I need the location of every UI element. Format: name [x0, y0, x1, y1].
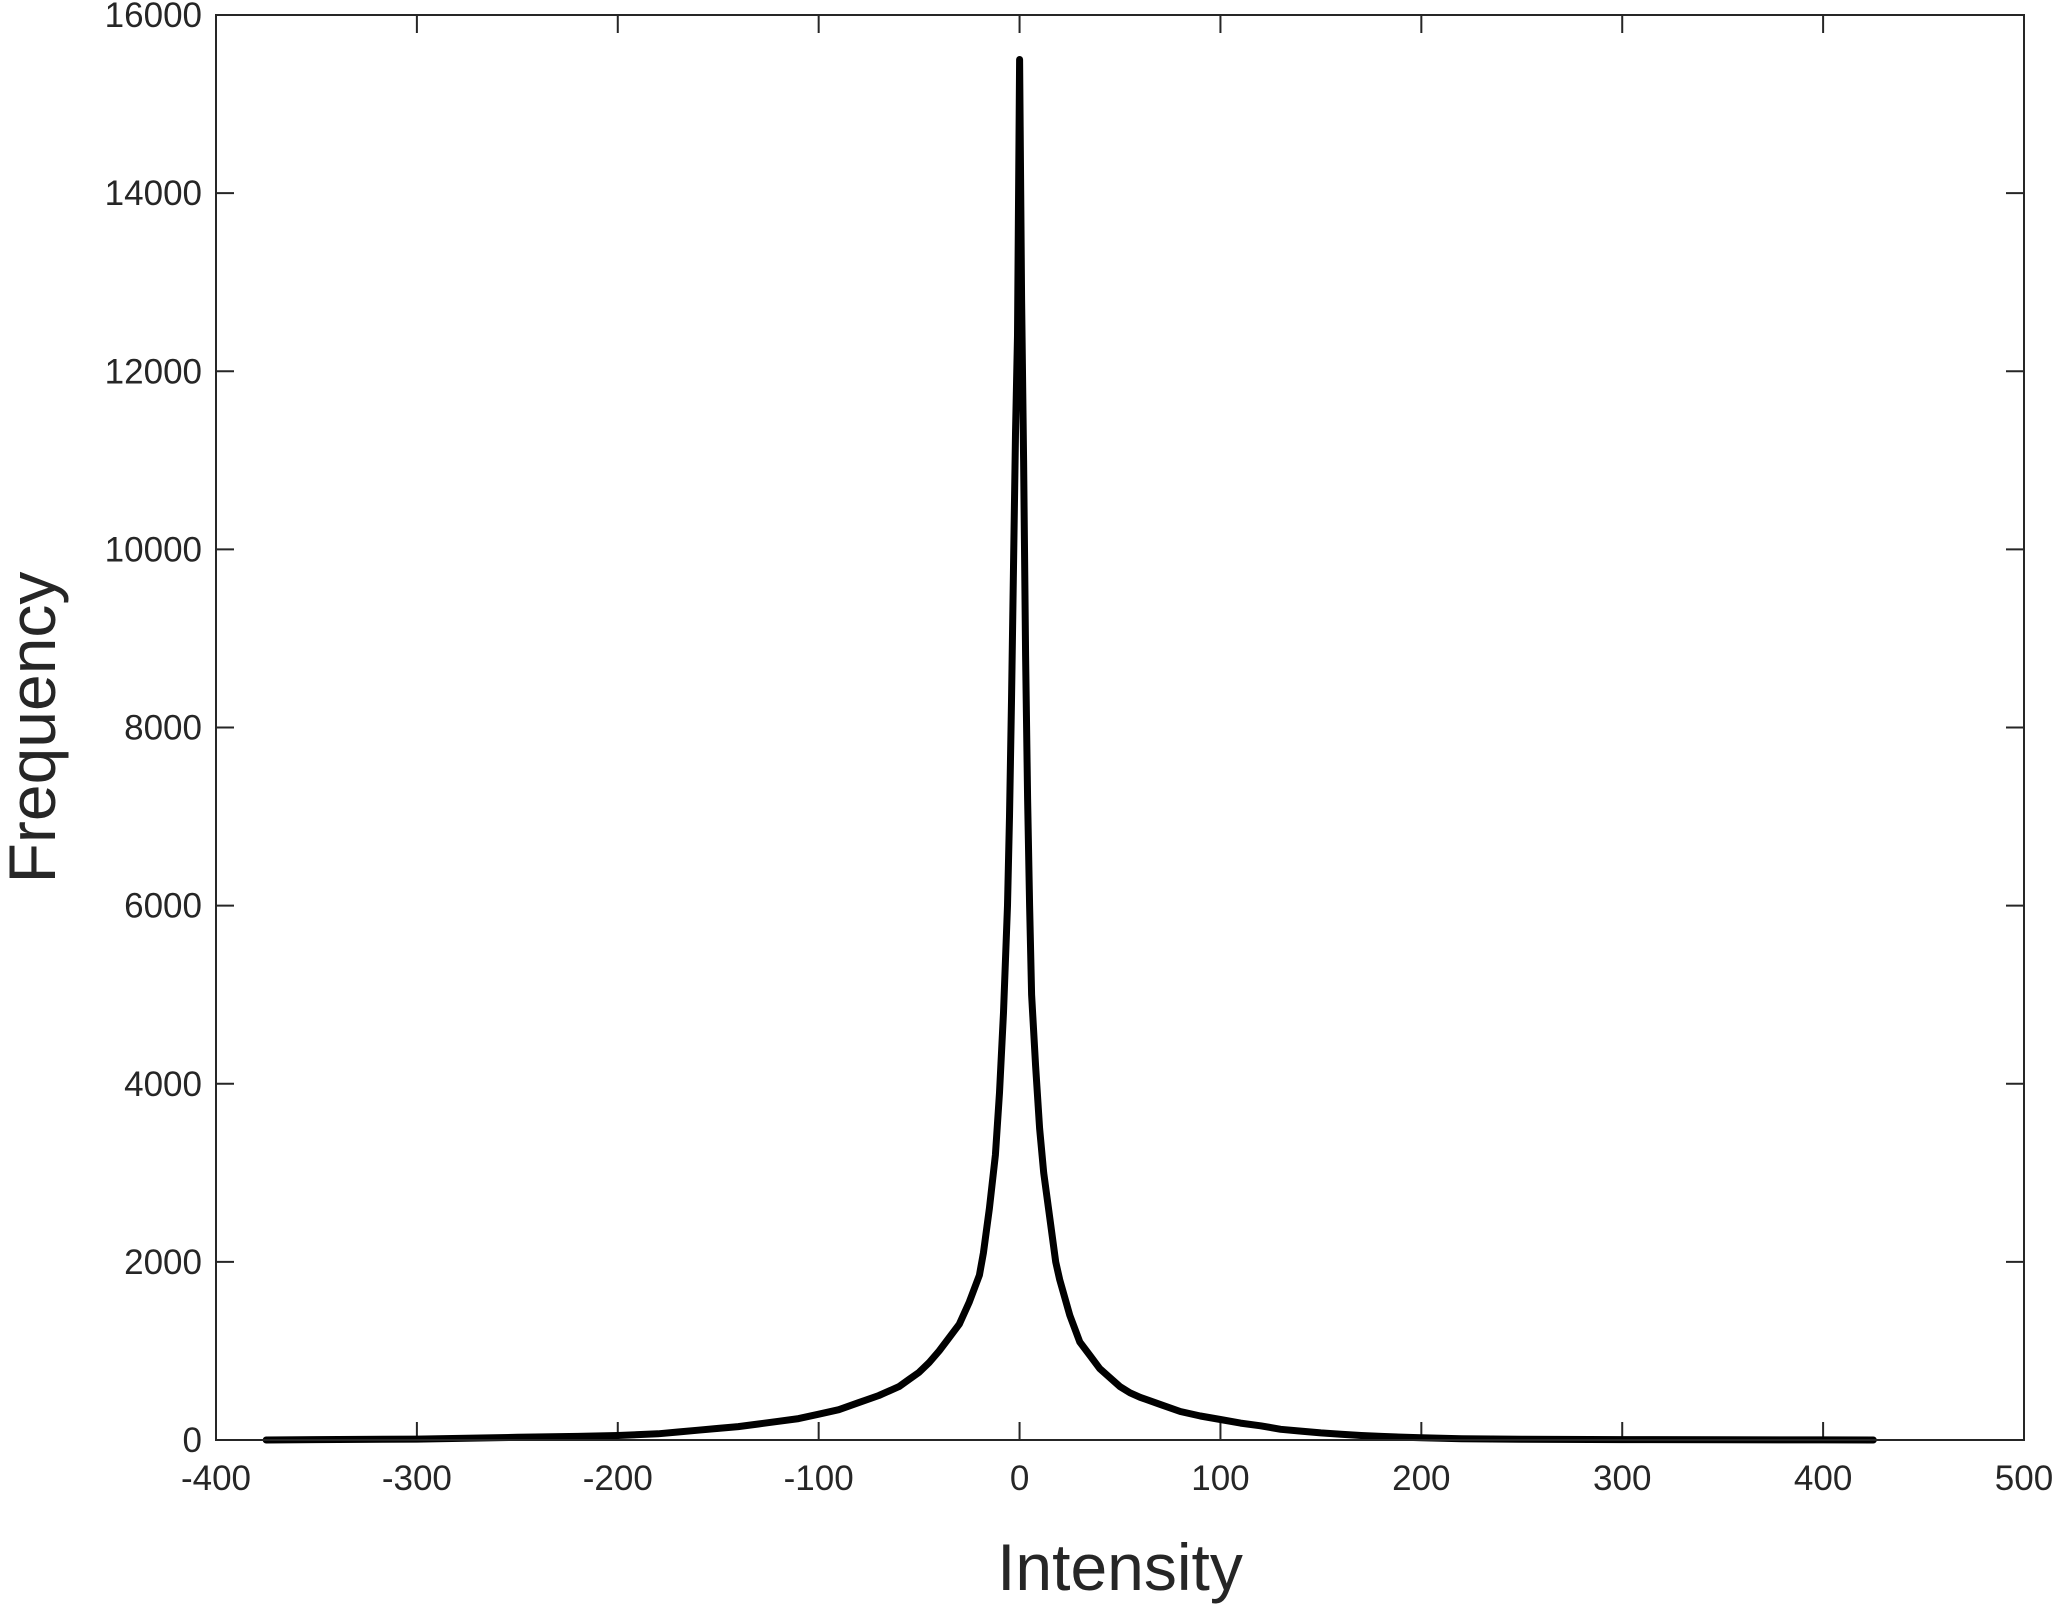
x-axis-label: Intensity — [997, 1530, 1243, 1604]
y-tick-label: 0 — [183, 1421, 202, 1460]
x-tick-label: -100 — [784, 1459, 854, 1498]
x-tick-label: -200 — [583, 1459, 653, 1498]
series-layer — [262, 56, 1877, 1444]
y-tick-label: 2000 — [124, 1243, 202, 1282]
y-tick-label: 6000 — [124, 887, 202, 926]
y-tick-label: 14000 — [105, 174, 202, 213]
x-tick-label: 500 — [1995, 1459, 2053, 1498]
axes-box — [215, 14, 2025, 1441]
x-tick-label: 100 — [1191, 1459, 1249, 1498]
tick-marks — [215, 14, 2025, 1441]
y-tick-label: 16000 — [105, 0, 202, 35]
x-tick-label: 300 — [1593, 1459, 1651, 1498]
x-tick-label: -400 — [181, 1459, 251, 1498]
x-tick-label: 400 — [1794, 1459, 1852, 1498]
y-tick-label: 10000 — [105, 530, 202, 569]
x-tick-label: 0 — [1010, 1459, 1029, 1498]
x-tick-labels: -400 -300 -200 -100 0 100 200 300 400 500 — [181, 1459, 2053, 1498]
y-tick-label: 8000 — [124, 709, 202, 748]
x-tick-label: -300 — [382, 1459, 452, 1498]
y-axis-label: Frequency — [0, 572, 69, 884]
series-line-0 — [262, 56, 1877, 1444]
y-tick-labels: 0 2000 4000 6000 8000 10000 12000 14000 16000 — [105, 0, 202, 1460]
y-tick-label: 12000 — [105, 352, 202, 391]
y-tick-label: 4000 — [124, 1065, 202, 1104]
x-tick-label: 200 — [1392, 1459, 1450, 1498]
